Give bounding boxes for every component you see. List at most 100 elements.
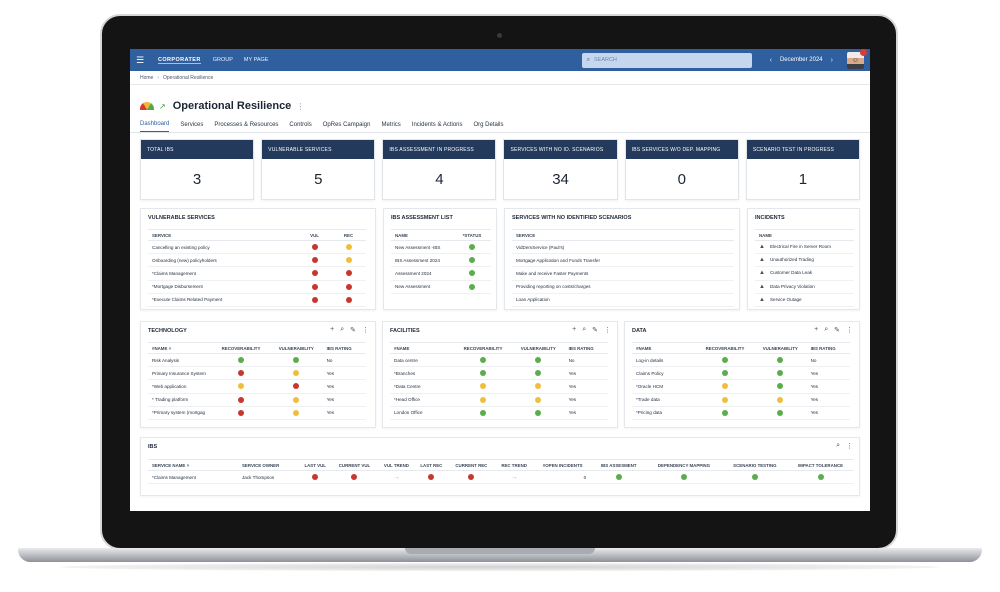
user-avatar-wrapper[interactable]: ☺ (847, 49, 867, 69)
kebab-icon[interactable]: ⋮ (846, 327, 853, 334)
column-header[interactable]: SERVICE (512, 229, 734, 241)
kebab-icon[interactable]: ⋮ (604, 327, 611, 334)
table-row[interactable]: *Claims Management Jack Thompson → → 0 (148, 470, 854, 485)
column-header[interactable]: IBS RATING (806, 342, 850, 354)
column-header[interactable]: RECOVERABILITY (454, 342, 513, 354)
table-row[interactable]: Loan Application (512, 293, 734, 307)
table-row[interactable]: ▲ Customer Data Leak (755, 266, 854, 281)
kpi-card-scenario-test[interactable]: SCENARIO TEST IN PROGRESS 1 (745, 139, 860, 200)
column-header[interactable]: RECOVERABILITY (696, 342, 755, 354)
tab-org-details[interactable]: Org Details (473, 122, 504, 128)
column-header[interactable]: SERVICE OWNER (238, 459, 300, 471)
column-header[interactable]: IMPACT TOLERANCE (787, 459, 854, 471)
table-row[interactable]: New Assessment (391, 280, 491, 294)
column-header[interactable]: CURRENT REC (447, 459, 496, 471)
table-row[interactable]: New Assessment -IBS (391, 240, 491, 255)
column-header[interactable]: SERVICE (148, 229, 298, 241)
column-header[interactable]: *STATUS (453, 229, 491, 241)
column-header[interactable]: RECOVERABILITY (212, 342, 271, 354)
table-row[interactable]: IBS Assessment 2024 (391, 253, 491, 268)
table-row[interactable]: London Office Yes (390, 406, 608, 420)
tab-incidents-actions[interactable]: Incidents & Actions (411, 122, 463, 128)
hamburger-menu-icon[interactable]: ☰ (136, 54, 145, 65)
breadcrumb-current[interactable]: Operational Resilience (163, 74, 214, 81)
table-row[interactable]: *Claims Management (148, 266, 366, 281)
plus-icon[interactable]: + (330, 326, 335, 333)
table-row[interactable]: Log-in details No (632, 353, 850, 368)
tab-controls[interactable]: Controls (289, 122, 312, 128)
column-header[interactable]: VUL TREND (377, 459, 416, 471)
plus-icon[interactable]: + (572, 326, 577, 333)
table-row[interactable]: * Trading platform Yes (148, 393, 366, 407)
corporater-logo[interactable]: CORPORATER (158, 56, 201, 64)
search-icon[interactable]: ⌕ (340, 326, 345, 333)
column-header[interactable]: VULNERABILITY (270, 342, 323, 354)
column-header[interactable]: VULNERABILITY (754, 342, 807, 354)
kpi-card-no-scenarios[interactable]: SERVICES WITH NO ID. SCENARIOS 34 (503, 139, 618, 200)
nav-link-my-page[interactable]: MY PAGE (243, 57, 269, 63)
kpi-card-ibs-assessment[interactable]: IBS ASSESSMENT IN PROGRESS 4 (382, 139, 497, 200)
breadcrumb-home[interactable]: Home (140, 74, 154, 81)
tab-metrics[interactable]: Metrics (381, 122, 401, 128)
pencil-icon[interactable]: ✎ (834, 327, 840, 334)
table-row[interactable]: *Primary system (mortgag Yes (148, 406, 366, 420)
column-header[interactable]: IBS ASSESMENT (592, 459, 646, 471)
table-row[interactable]: Claims Policy Yes (632, 366, 850, 381)
kpi-card-no-dep-mapping[interactable]: IBS SERVICES W/O DEP. MAPPING 0 (624, 139, 739, 200)
tab-dashboard[interactable]: Dashboard (140, 121, 170, 132)
column-header[interactable]: #NAME (390, 342, 454, 354)
avatar[interactable]: ☺ (847, 51, 864, 69)
table-row[interactable]: Cancelling an existing policy (148, 240, 366, 255)
column-header[interactable]: LAST REC (415, 459, 448, 471)
column-header[interactable]: #NAME ˄ (148, 342, 212, 354)
kpi-card-vulnerable-services[interactable]: VULNERABLE SERVICES 5 (261, 139, 376, 200)
pencil-icon[interactable]: ✎ (350, 327, 356, 334)
kpi-card-total-ibs[interactable]: TOTAL IBS 3 (140, 139, 255, 200)
table-row[interactable]: ▲ Data Privacy Violation (755, 280, 854, 294)
table-row[interactable]: ▲ Unauthorized Trading (755, 253, 854, 268)
search-icon[interactable]: ⌕ (836, 442, 840, 449)
column-header[interactable]: REC TREND (495, 459, 534, 471)
column-header[interactable]: LAST VUL (299, 459, 332, 471)
tab-processes-resources[interactable]: Processes & Resources (214, 122, 279, 128)
table-row[interactable]: *Mortgage Disbursement (148, 280, 366, 294)
table-row[interactable]: *Pricing data Yes (632, 406, 850, 420)
table-row[interactable]: VidDemService (Paul's) (512, 240, 734, 255)
column-header[interactable]: #OPEN INCIDENTS (533, 459, 593, 471)
tab-services[interactable]: Services (180, 122, 204, 128)
tab-opres-campaign[interactable]: OpRes Campaign (322, 122, 371, 128)
table-row[interactable]: Make and receive Faster Payments (512, 266, 734, 281)
table-row[interactable]: *Head Office Yes (390, 393, 608, 407)
table-row[interactable]: *Web application Yes (148, 379, 366, 394)
table-row[interactable]: *Oracle HCM Yes (632, 379, 850, 394)
table-row[interactable]: *Data Centre Yes (390, 379, 608, 394)
column-header[interactable]: REC (331, 229, 366, 241)
column-header[interactable]: IBS RATING (322, 342, 366, 354)
previous-period-icon[interactable]: ‹ (769, 56, 772, 64)
table-row[interactable]: Providing reporting on costs/charges (512, 280, 734, 294)
column-header[interactable]: SERVICE NAME ˄ (148, 459, 238, 471)
search-icon[interactable]: ⌕ (824, 326, 829, 333)
page-options-icon[interactable]: ⋮ (296, 101, 305, 111)
column-header[interactable]: #NAME (632, 342, 696, 354)
column-header[interactable]: CURRENT VUL (331, 459, 378, 471)
pencil-icon[interactable]: ✎ (592, 327, 598, 334)
nav-link-group[interactable]: GROUP (212, 57, 233, 63)
period-label[interactable]: December 2024 (779, 57, 823, 63)
table-row[interactable]: Assessment 2024 (391, 266, 491, 281)
table-row[interactable]: Mortgage Application and Funds Transfer (512, 253, 734, 268)
column-header[interactable]: VUL (298, 229, 332, 241)
kebab-icon[interactable]: ⋮ (846, 443, 853, 450)
table-row[interactable]: Onboarding (new) policyholders (148, 253, 366, 268)
search-icon[interactable]: ⌕ (582, 326, 587, 333)
table-row[interactable]: *Trade data Yes (632, 393, 850, 407)
column-header[interactable]: NAME (755, 229, 854, 241)
table-row[interactable]: ▲ Electrical Fire in Server Room (755, 240, 854, 255)
table-row[interactable]: *Execute Claims Related Payment (148, 293, 366, 307)
column-header[interactable]: VULNERABILITY (512, 342, 565, 354)
search-input[interactable]: ⌕ SEARCH (581, 52, 752, 68)
table-row[interactable]: ▲ Service Outage (755, 293, 854, 307)
table-row[interactable]: Primary Insurance System Yes (148, 366, 366, 381)
column-header[interactable]: SCENARIO TESTING (722, 459, 788, 471)
plus-icon[interactable]: + (814, 326, 819, 333)
